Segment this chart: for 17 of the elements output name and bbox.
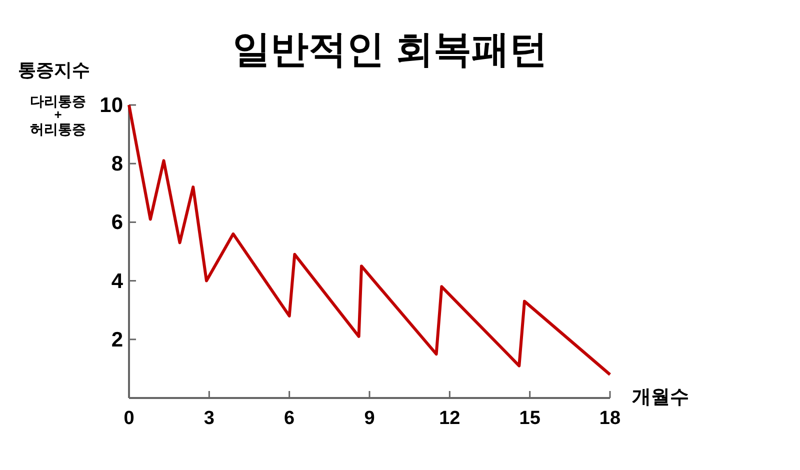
y-tick-label: 8: [111, 152, 124, 176]
x-tick-label: 6: [284, 408, 295, 429]
y-tick-label: 2: [111, 328, 123, 352]
text: 다리통증 + 허리통증: [30, 93, 86, 137]
x-tick-label: 18: [599, 408, 621, 429]
chart-title: 일반적인 회복패턴: [232, 29, 548, 71]
y-axis-title: 통증지수: [18, 60, 90, 80]
x-axis-title: 개월수: [632, 387, 689, 408]
y-tick-label: 10: [100, 94, 123, 117]
y-tick-label: 4: [111, 270, 124, 293]
x-tick-label: 12: [439, 408, 460, 429]
x-tick-label: 3: [204, 408, 214, 429]
x-tick-label: 0: [124, 408, 134, 429]
line-series: [128, 104, 612, 376]
y-tick-label: 6: [111, 211, 123, 234]
x-tick-label: 15: [519, 408, 541, 429]
x-tick-label: 9: [364, 408, 375, 429]
